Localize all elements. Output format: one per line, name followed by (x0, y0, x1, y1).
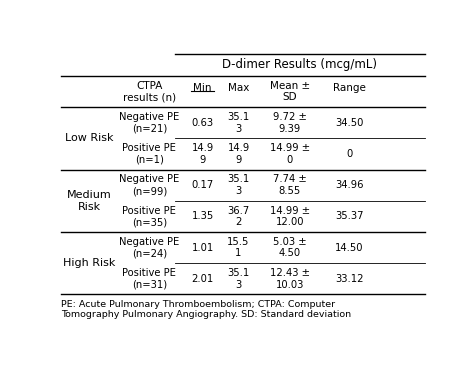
Text: 0.17: 0.17 (191, 180, 214, 190)
Text: 14.99 ±
0: 14.99 ± 0 (270, 143, 310, 165)
Text: 14.9
9: 14.9 9 (228, 143, 250, 165)
Text: 14.50: 14.50 (335, 243, 364, 253)
Text: 35.1
3: 35.1 3 (228, 268, 250, 290)
Text: Mean ±
SD: Mean ± SD (270, 81, 310, 102)
Text: 35.37: 35.37 (335, 212, 364, 222)
Text: 14.99 ±
12.00: 14.99 ± 12.00 (270, 206, 310, 227)
Text: 14.9
9: 14.9 9 (191, 143, 214, 165)
Text: Positive PE
(n=31): Positive PE (n=31) (122, 268, 176, 290)
Text: 34.50: 34.50 (335, 118, 364, 128)
Text: 5.03 ±
4.50: 5.03 ± 4.50 (273, 237, 307, 259)
Text: 0.63: 0.63 (191, 118, 214, 128)
Text: Negative PE
(n=99): Negative PE (n=99) (119, 174, 179, 196)
Text: 36.7
2: 36.7 2 (228, 206, 250, 227)
Text: Positive PE
(n=35): Positive PE (n=35) (122, 206, 176, 227)
Text: Medium
Risk: Medium Risk (67, 190, 112, 212)
Text: Max: Max (228, 83, 249, 93)
Text: Negative PE
(n=24): Negative PE (n=24) (119, 237, 179, 259)
Text: 35.1
3: 35.1 3 (228, 112, 250, 134)
Text: 1.01: 1.01 (191, 243, 214, 253)
Text: Range: Range (333, 83, 366, 93)
Text: 33.12: 33.12 (335, 274, 364, 284)
Text: PE: Acute Pulmonary Thromboembolism; CTPA: Computer
Tomography Pulmonary Angiogr: PE: Acute Pulmonary Thromboembolism; CTP… (61, 300, 351, 319)
Text: 1.35: 1.35 (191, 212, 214, 222)
Text: 12.43 ±
10.03: 12.43 ± 10.03 (270, 268, 310, 290)
Text: Min: Min (193, 83, 212, 93)
Text: 7.74 ±
8.55: 7.74 ± 8.55 (273, 174, 307, 196)
Text: High Risk: High Risk (63, 258, 116, 268)
Text: Positive PE
(n=1): Positive PE (n=1) (122, 143, 176, 165)
Text: CTPA
results (n): CTPA results (n) (123, 81, 176, 102)
Text: 15.5
1: 15.5 1 (228, 237, 250, 259)
Text: 9.72 ±
9.39: 9.72 ± 9.39 (273, 112, 307, 134)
Text: 34.96: 34.96 (335, 180, 364, 190)
Text: Negative PE
(n=21): Negative PE (n=21) (119, 112, 179, 134)
Text: Low Risk: Low Risk (65, 134, 114, 144)
Text: D-dimer Results (mcg/mL): D-dimer Results (mcg/mL) (222, 58, 377, 71)
Text: 0: 0 (346, 149, 353, 159)
Text: 2.01: 2.01 (191, 274, 214, 284)
Text: 35.1
3: 35.1 3 (228, 174, 250, 196)
